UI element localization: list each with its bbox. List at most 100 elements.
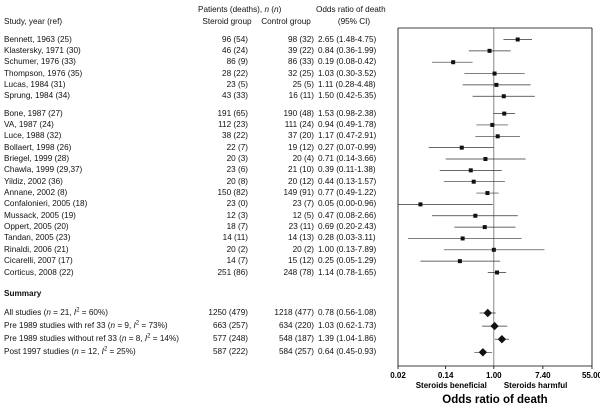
study-point-estimate <box>482 225 487 230</box>
study-point-estimate <box>487 48 492 53</box>
steroid-count: 18 (7) <box>226 222 248 232</box>
summary-steroid-count: 1250 (479) <box>208 308 248 317</box>
or-ci-value: 0.84 (0.36-1.99) <box>318 45 377 55</box>
study-label: Bennett, 1963 (25) <box>4 34 72 44</box>
summary-or-ci-value: 1.39 (1.04-1.86) <box>318 334 377 344</box>
control-count: 248 (78) <box>283 267 315 277</box>
study-label: Cicarelli, 2007 (17) <box>4 256 73 266</box>
steroid-count: 14 (7) <box>226 256 248 266</box>
control-count: 149 (91) <box>283 188 315 198</box>
summary-diamond <box>483 308 492 318</box>
steroid-count: 20 (2) <box>226 244 248 254</box>
or-ci-value: 1.03 (0.30-3.52) <box>318 68 377 78</box>
right-annotation: Steroids harmful <box>504 381 568 390</box>
steroid-count: 20 (8) <box>226 176 248 186</box>
summary-label: Post 1997 studies (n = 12, I2 = 25%) <box>4 346 136 357</box>
control-count: 98 (32) <box>288 34 314 44</box>
steroid-count: 112 (23) <box>218 119 248 129</box>
study-point-estimate <box>501 94 506 99</box>
x-tick-label: 1.00 <box>486 371 502 380</box>
study-point-estimate <box>460 236 465 241</box>
or-ci-value: 1.11 (0.28-4.48) <box>318 79 376 89</box>
control-count: 20 (2) <box>292 244 314 254</box>
study-label: Bollaert, 1998 (26) <box>4 142 72 152</box>
summary-steroid-count: 663 (257) <box>212 321 248 331</box>
study-label: Klastersky, 1971 (30) <box>4 45 81 55</box>
control-count: 23 (7) <box>292 199 314 209</box>
steroid-count: 23 (5) <box>226 79 248 89</box>
or-ci-value: 1.53 (0.98-2.38) <box>318 108 377 118</box>
study-label: VA, 1987 (24) <box>4 119 54 129</box>
summary-control-count: 548 (187) <box>278 334 314 344</box>
study-label: Corticus, 2008 (22) <box>4 267 74 277</box>
col-header-or: Odds ratio of death <box>316 5 386 14</box>
study-point-estimate <box>473 213 478 218</box>
study-label: Briegel, 1999 (28) <box>4 154 70 163</box>
col-header-control: Control group <box>261 17 311 26</box>
study-label: Oppert, 2005 (20) <box>4 222 69 232</box>
or-ci-value: 1.14 (0.78-1.65) <box>318 267 377 277</box>
control-count: 21 (10) <box>288 165 314 175</box>
summary-steroid-count: 587 (222) <box>212 347 248 357</box>
or-ci-value: 0.28 (0.03-3.11) <box>318 233 376 243</box>
study-point-estimate <box>495 134 500 139</box>
or-ci-value: 0.71 (0.14-3.66) <box>318 154 377 163</box>
summary-diamond <box>490 321 499 331</box>
or-ci-value: 1.50 (0.42-5.35) <box>318 91 377 101</box>
summary-diamond <box>497 335 507 344</box>
study-point-estimate <box>468 168 473 173</box>
study-point-estimate <box>491 247 496 252</box>
control-count: 25 (5) <box>292 79 314 89</box>
summary-control-count: 1218 (477) <box>274 308 314 317</box>
study-point-estimate <box>485 191 490 196</box>
steroid-count: 38 (22) <box>222 131 248 141</box>
or-ci-value: 0.77 (0.49-1.22) <box>318 188 377 198</box>
or-ci-value: 0.05 (0.00-0.96) <box>318 199 377 209</box>
steroid-count: 14 (11) <box>222 233 248 243</box>
or-ci-value: 0.69 (0.20-2.43) <box>318 222 377 232</box>
summary-label: Pre 1989 studies without ref 33 (n = 8, … <box>4 333 179 344</box>
steroid-count: 96 (54) <box>222 34 248 44</box>
summary-steroid-count: 577 (248) <box>212 334 248 344</box>
study-point-estimate <box>490 122 495 127</box>
control-count: 12 (5) <box>292 210 314 220</box>
summary-or-ci-value: 0.78 (0.56-1.08) <box>318 308 377 317</box>
control-count: 37 (20) <box>288 131 314 141</box>
or-ci-value: 0.44 (0.13-1.57) <box>318 176 377 186</box>
steroid-count: 22 (7) <box>226 142 248 152</box>
steroid-count: 23 (0) <box>226 199 248 209</box>
or-ci-value: 0.25 (0.05-1.29) <box>318 256 377 266</box>
x-tick-label: 55.00 <box>582 371 600 380</box>
control-count: 86 (33) <box>288 57 314 67</box>
study-label: Rinaldi, 2006 (21) <box>4 244 69 254</box>
steroid-count: 20 (3) <box>226 154 248 163</box>
x-tick-label: 0.02 <box>390 371 406 380</box>
study-label: Confalonieri, 2005 (18) <box>4 199 88 209</box>
or-ci-value: 0.19 (0.08-0.42) <box>318 57 377 67</box>
summary-control-count: 634 (220) <box>278 321 314 331</box>
study-label: Mussack, 2005 (19) <box>4 210 76 220</box>
steroid-count: 191 (65) <box>217 108 249 118</box>
control-count: 32 (25) <box>288 68 314 78</box>
study-label: Thompson, 1976 (35) <box>4 68 83 78</box>
study-label: Bone, 1987 (27) <box>4 108 63 118</box>
summary-diamond <box>478 348 488 357</box>
left-annotation: Steroids beneficial <box>416 381 487 390</box>
steroid-count: 43 (33) <box>222 91 248 101</box>
or-ci-value: 0.27 (0.07-0.99) <box>318 142 377 152</box>
col-header-steroid: Steroid group <box>202 17 252 26</box>
steroid-count: 23 (6) <box>226 165 248 175</box>
study-point-estimate <box>502 111 507 116</box>
study-point-estimate <box>471 179 476 184</box>
control-count: 16 (11) <box>288 91 314 101</box>
or-ci-value: 2.65 (1.48-4.75) <box>318 34 377 44</box>
control-count: 111 (24) <box>284 119 314 129</box>
study-point-estimate <box>457 259 462 264</box>
x-tick-label: 7.40 <box>535 371 551 380</box>
study-point-estimate <box>483 157 488 161</box>
control-count: 23 (11) <box>288 222 314 232</box>
study-label: Lucas, 1984 (31) <box>4 79 66 89</box>
steroid-count: 86 (9) <box>226 57 248 67</box>
col-header-study: Study, year (ref) <box>4 17 63 26</box>
study-label: Annane, 2002 (8) <box>4 188 68 198</box>
